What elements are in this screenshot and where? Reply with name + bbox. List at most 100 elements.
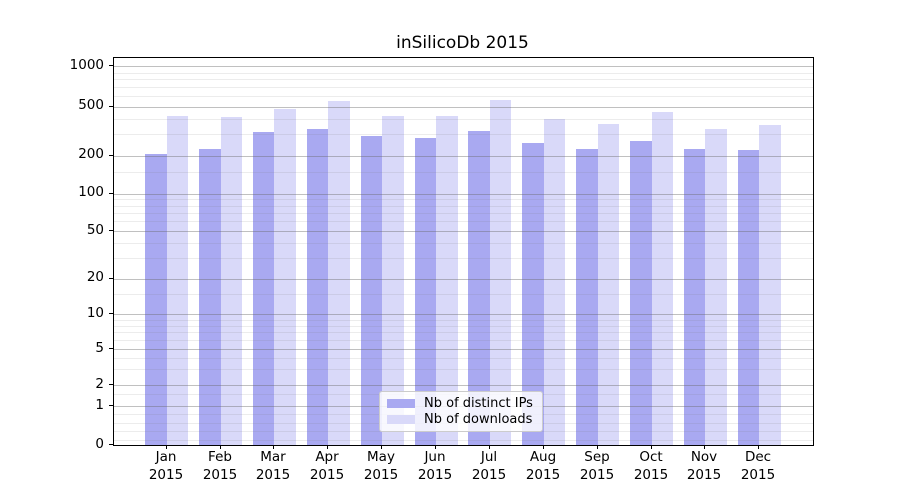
legend: Nb of distinct IPs Nb of downloads [379,391,543,432]
x-tick-label-feb: Feb 2015 [202,449,238,483]
x-tick-label-jan: Jan 2015 [148,449,184,483]
y-tick-mark [109,313,113,314]
y-tick-mark [109,106,113,107]
x-tick-label-jun: Jun 2015 [417,449,453,483]
bar-downloads-jan [166,116,189,445]
x-tick-mark [273,445,274,449]
legend-label-distinct-ips: Nb of distinct IPs [424,395,533,411]
bar-distinct-ips-apr [306,129,329,445]
major-gridline [114,349,813,350]
bar-downloads-may [382,116,404,445]
x-tick-mark [704,445,705,449]
legend-item-distinct-ips: Nb of distinct IPs [384,396,538,411]
minor-gridline [114,294,813,295]
x-tick-mark [543,445,544,449]
bar-distinct-ips-jun [414,138,436,445]
x-tick-mark [381,445,382,449]
legend-swatch-downloads [387,415,415,425]
y-tick-mark [109,155,113,156]
bar-distinct-ips-jan [145,154,167,445]
major-gridline [114,156,813,157]
x-tick-label-jul: Jul 2015 [471,449,507,483]
minor-gridline [114,243,813,244]
bar-distinct-ips-nov [683,149,706,445]
major-gridline [114,314,813,315]
bar-downloads-jun [436,116,458,445]
bar-distinct-ips-dec [737,150,760,445]
bar-distinct-ips-jul [468,131,490,445]
bar-downloads-nov [705,129,727,445]
x-tick-label-sep: Sep 2015 [579,449,615,483]
y-tick-label-500: 500 [78,97,104,114]
x-tick-label-nov: Nov 2015 [686,449,722,483]
minor-gridline [114,258,813,259]
y-tick-mark [109,444,113,445]
x-tick-mark [651,445,652,449]
y-tick-mark [109,193,113,194]
y-tick-mark [109,230,113,231]
minor-gridline [114,96,813,97]
bar-downloads-apr [328,101,350,445]
y-tick-label-100: 100 [78,184,104,201]
minor-gridline [114,206,813,207]
y-tick-mark [109,384,113,385]
x-tick-label-oct: Oct 2015 [633,449,669,483]
y-tick-mark [109,65,113,66]
y-tick-mark [109,405,113,406]
legend-label-downloads: Nb of downloads [424,412,533,428]
y-tick-label-10: 10 [86,304,104,321]
legend-swatch-distinct-ips [387,398,415,408]
x-tick-label-mar: Mar 2015 [255,449,291,483]
x-tick-mark [489,445,490,449]
x-tick-mark [327,445,328,449]
bar-distinct-ips-sep [576,149,598,445]
x-tick-label-may: May 2015 [363,449,399,483]
minor-gridline [114,340,813,341]
bar-downloads-oct [651,112,673,445]
y-tick-label-2: 2 [95,375,104,392]
bar-distinct-ips-may [360,136,383,445]
minor-gridline [114,73,813,74]
x-tick-mark [166,445,167,449]
x-tick-mark [758,445,759,449]
bar-distinct-ips-feb [199,149,221,445]
minor-gridline [114,221,813,222]
minor-gridline [114,119,813,120]
y-tick-label-1: 1 [95,396,104,413]
bar-distinct-ips-aug [522,143,544,445]
bar-downloads-jul [489,100,512,445]
y-tick-label-5: 5 [95,339,104,356]
major-gridline [114,66,813,67]
minor-gridline [114,213,813,214]
bar-downloads-sep [597,124,620,445]
bar-downloads-aug [543,119,566,445]
x-tick-label-aug: Aug 2015 [525,449,561,483]
minor-gridline [114,369,813,370]
major-gridline [114,385,813,386]
minor-gridline [114,199,813,200]
y-tick-label-1000: 1000 [69,56,104,73]
minor-gridline [114,440,813,441]
minor-gridline [114,134,813,135]
y-tick-label-20: 20 [86,269,104,286]
bars-layer [114,58,813,445]
gridlines-layer [114,58,813,445]
y-tick-label-200: 200 [78,146,104,163]
x-tick-mark [220,445,221,449]
x-tick-mark [435,445,436,449]
plot-area [113,57,814,446]
minor-gridline [114,172,813,173]
major-gridline [114,231,813,232]
minor-gridline [114,79,813,80]
bar-downloads-dec [759,125,781,445]
major-gridline [114,107,813,108]
bar-downloads-mar [274,109,296,445]
legend-item-downloads: Nb of downloads [384,412,538,427]
y-tick-mark [109,348,113,349]
minor-gridline [114,332,813,333]
bar-distinct-ips-oct [630,141,652,445]
bar-downloads-feb [220,117,243,445]
minor-gridline [114,320,813,321]
y-tick-label-0: 0 [95,435,104,452]
minor-gridline [114,358,813,359]
